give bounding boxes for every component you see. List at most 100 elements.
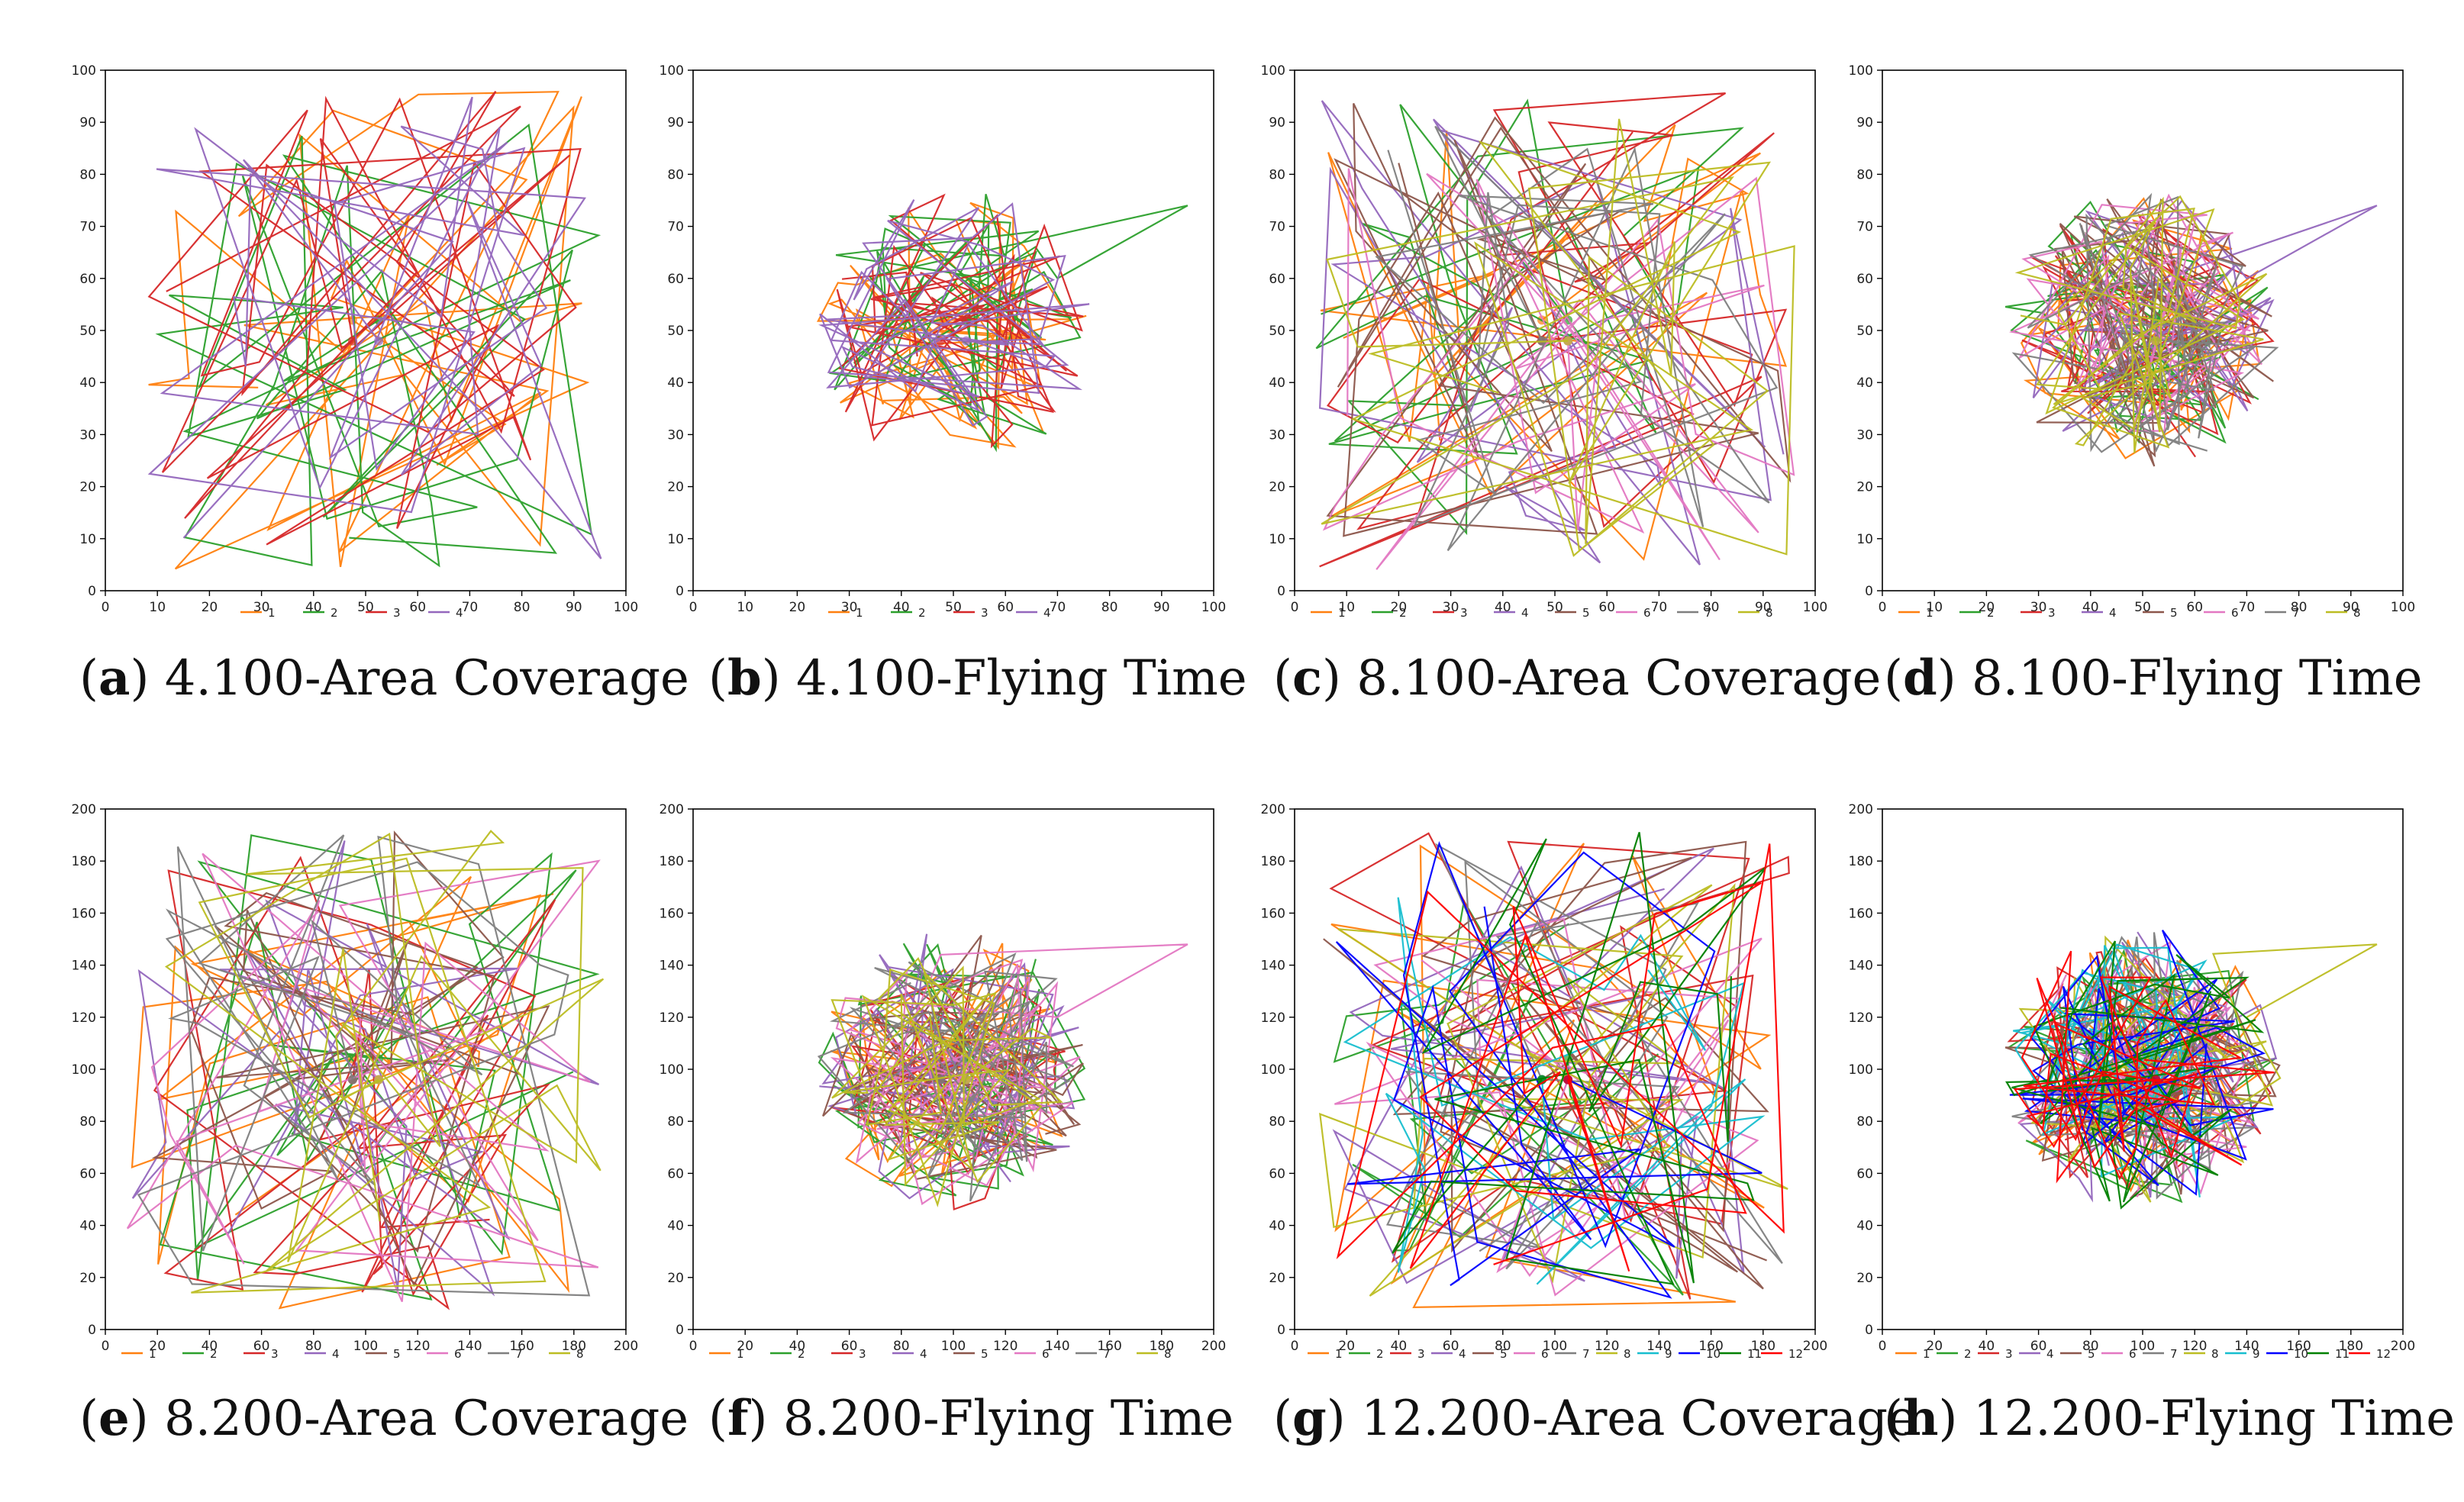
y-tick-label: 0	[88, 584, 96, 599]
y-tick-label: 100	[1849, 63, 1873, 79]
legend-label-3: 3	[2048, 606, 2056, 620]
y-tick-label: 20	[79, 1271, 96, 1286]
y-tick-label: 0	[676, 1323, 684, 1338]
caption-c: (c) 8.100-Area Coverage	[1273, 649, 1881, 707]
y-tick-label: 200	[1261, 802, 1285, 817]
x-tick-label: 80	[1495, 1339, 1511, 1354]
legend-label-3: 3	[981, 606, 989, 620]
x-tick-label: 70	[1651, 600, 1668, 615]
y-tick-label: 60	[667, 272, 684, 287]
legend-label-5: 5	[393, 1347, 401, 1361]
series-line-3	[147, 90, 582, 546]
y-tick-label: 140	[660, 959, 684, 974]
y-tick-label: 10	[79, 532, 96, 547]
y-tick-label: 180	[660, 854, 684, 869]
legend-h: 1 2 3 4 5 6 7 8 9 10 11 12	[1895, 1347, 2391, 1361]
legend-f: 1 2 3 4 5 6 7 8	[709, 1347, 1172, 1361]
x-tick-label: 0	[102, 600, 110, 615]
legend-d: 1 2 3 4 5 6 7 8	[1898, 606, 2361, 620]
x-tick-label: 60	[409, 600, 426, 615]
x-tick-label: 200	[1803, 1339, 1827, 1354]
y-tick-label: 140	[1849, 959, 1873, 974]
y-tick-label: 70	[667, 220, 684, 235]
x-tick-label: 60	[2186, 600, 2203, 615]
caption-g: (g) 12.200-Area Coverage	[1273, 1390, 1917, 1447]
legend-label-2: 2	[1376, 1347, 1384, 1361]
x-tick-label: 0	[102, 1339, 110, 1354]
series-line-2	[159, 834, 600, 1301]
start-point-4	[962, 336, 971, 346]
legend-label-8: 8	[1624, 1347, 1631, 1361]
y-tick-label: 90	[667, 115, 684, 131]
x-tick-label: 20	[149, 1339, 166, 1354]
legend-label-9: 9	[1665, 1347, 1672, 1361]
y-tick-label: 90	[79, 115, 96, 131]
y-tick-label: 80	[667, 167, 684, 182]
x-tick-label: 20	[1391, 600, 1408, 615]
series-line-8	[830, 957, 1063, 1208]
legend-label-8: 8	[1766, 606, 1773, 620]
series-line-1	[148, 91, 590, 570]
x-tick-label: 40	[202, 1339, 218, 1354]
x-tick-label: 120	[2182, 1339, 2207, 1354]
y-tick-label: 120	[1261, 1010, 1285, 1026]
y-tick-label: 20	[79, 480, 96, 495]
y-tick-label: 100	[660, 1062, 684, 1078]
legend-label-12: 12	[1788, 1347, 1803, 1361]
legend-label-6: 6	[454, 1347, 462, 1361]
legend-label-4: 4	[1459, 1347, 1466, 1361]
legend-label-1: 1	[737, 1347, 744, 1361]
series-line-4	[131, 840, 600, 1297]
legend-label-1: 1	[856, 606, 863, 620]
legend-label-4: 4	[1043, 606, 1051, 620]
x-tick-label: 90	[566, 600, 582, 615]
y-tick-label: 40	[1856, 1219, 1873, 1234]
x-tick-label: 100	[614, 600, 638, 615]
x-tick-label: 200	[2391, 1339, 2415, 1354]
subplot-h: 0020204040606080801001001201201401401601…	[1849, 802, 2456, 1447]
legend-label-2: 2	[210, 1347, 218, 1361]
legend-e: 1 2 3 4 5 6 7 8	[121, 1347, 584, 1361]
start-point-4	[374, 336, 384, 346]
trajectories-b	[816, 193, 1188, 453]
x-tick-label: 70	[462, 600, 479, 615]
x-tick-label: 60	[841, 1339, 858, 1354]
legend-label-6: 6	[2129, 1347, 2137, 1361]
series-line-3	[2021, 214, 2275, 458]
y-tick-label: 120	[72, 1010, 96, 1026]
trajectories-f	[817, 933, 1188, 1211]
start-point-8	[1563, 336, 1573, 346]
start-point-8	[2151, 336, 2161, 346]
x-tick-label: 40	[1391, 1339, 1408, 1354]
legend-a: 1 2 3 4	[240, 606, 463, 620]
legend-label-2: 2	[918, 606, 926, 620]
y-tick-label: 60	[79, 272, 96, 287]
x-tick-label: 180	[1751, 1339, 1775, 1354]
x-tick-label: 40	[1979, 1339, 1995, 1354]
series-line-2	[828, 193, 1188, 453]
x-tick-label: 0	[689, 600, 698, 615]
y-tick-label: 50	[1269, 324, 1285, 339]
series-line-11	[1392, 832, 1767, 1285]
legend-label-3: 3	[859, 1347, 866, 1361]
legend-label-4: 4	[2046, 1347, 2054, 1361]
x-tick-label: 140	[2234, 1339, 2259, 1354]
x-tick-label: 160	[2286, 1339, 2311, 1354]
series-line-12	[2013, 950, 2275, 1184]
series-line-8	[164, 830, 605, 1294]
start-point-12	[1563, 1075, 1573, 1085]
y-tick-label: 90	[1269, 115, 1285, 131]
y-tick-label: 80	[79, 167, 96, 182]
legend-label-6: 6	[1541, 1347, 1549, 1361]
x-tick-label: 20	[1338, 1339, 1355, 1354]
caption-f: (f) 8.200-Flying Time	[708, 1390, 1234, 1447]
legend-label-3: 3	[1417, 1347, 1425, 1361]
caption-b: (b) 4.100-Flying Time	[708, 649, 1247, 707]
legend-label-6: 6	[1643, 606, 1651, 620]
x-tick-label: 100	[353, 1339, 378, 1354]
legend-label-7: 7	[515, 1347, 523, 1361]
legend-label-7: 7	[1582, 1347, 1590, 1361]
legend-label-4: 4	[332, 1347, 340, 1361]
y-tick-label: 80	[1269, 1114, 1285, 1130]
legend-label-5: 5	[981, 1347, 989, 1361]
